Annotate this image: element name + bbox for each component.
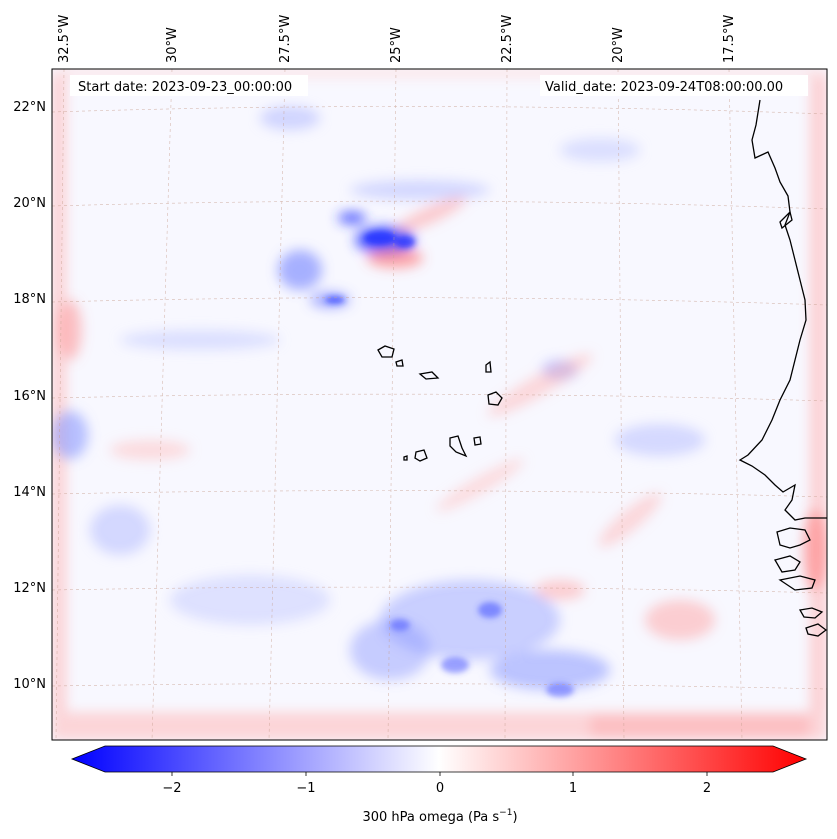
colorbar-ticks <box>171 772 708 776</box>
omega-field: Start date: 2023-09-23_00:00:00 Valid_da… <box>52 69 827 740</box>
lat-label: 10°N <box>13 677 46 692</box>
longitude-labels: 32.5°W 30°W 27.5°W 25°W 22.5°W 20°W 17.5… <box>57 15 737 63</box>
coastline <box>377 99 827 637</box>
latitude-labels: 22°N 20°N 18°N 16°N 14°N 12°N 10°N <box>13 100 46 692</box>
colorbar-label-sup: −1 <box>499 808 512 818</box>
lon-label: 32.5°W <box>57 15 72 63</box>
colorbar-tick-label: −1 <box>296 781 315 796</box>
lat-label: 16°N <box>13 389 46 404</box>
lon-label: 22.5°W <box>500 15 515 63</box>
colorbar-label: 300 hPa omega (Pa s−1) <box>362 808 517 825</box>
map-frame <box>51 68 828 741</box>
colorbar-tick-label: 0 <box>436 781 444 796</box>
colorbar-tick-label: 2 <box>703 781 711 796</box>
colorbar-tick-label: −2 <box>162 781 181 796</box>
lon-label: 30°W <box>165 27 180 63</box>
valid-date-label: Valid_date: 2023-09-24T08:00:00.00 <box>545 80 783 95</box>
colorbar-bar <box>70 745 808 773</box>
lat-label: 14°N <box>13 485 46 500</box>
graticule <box>52 69 827 740</box>
colorbar-tick-label: 1 <box>569 781 577 796</box>
colorbar: −2 −1 0 1 2 300 hPa omega (Pa s−1) <box>70 745 808 825</box>
lat-label: 22°N <box>13 100 46 115</box>
lon-label: 20°W <box>611 27 626 63</box>
colorbar-label-end: ) <box>512 810 517 825</box>
lat-label: 18°N <box>13 292 46 307</box>
start-date-label: Start date: 2023-09-23_00:00:00 <box>78 80 292 95</box>
lon-label: 25°W <box>389 27 404 63</box>
start-date-box <box>70 75 308 96</box>
lon-label: 17.5°W <box>722 15 737 63</box>
valid-date-box <box>540 75 808 96</box>
lat-label: 12°N <box>13 581 46 596</box>
colorbar-label-main: 300 hPa omega (Pa s <box>362 810 499 825</box>
lon-label: 27.5°W <box>278 15 293 63</box>
lat-label: 20°N <box>13 196 46 211</box>
